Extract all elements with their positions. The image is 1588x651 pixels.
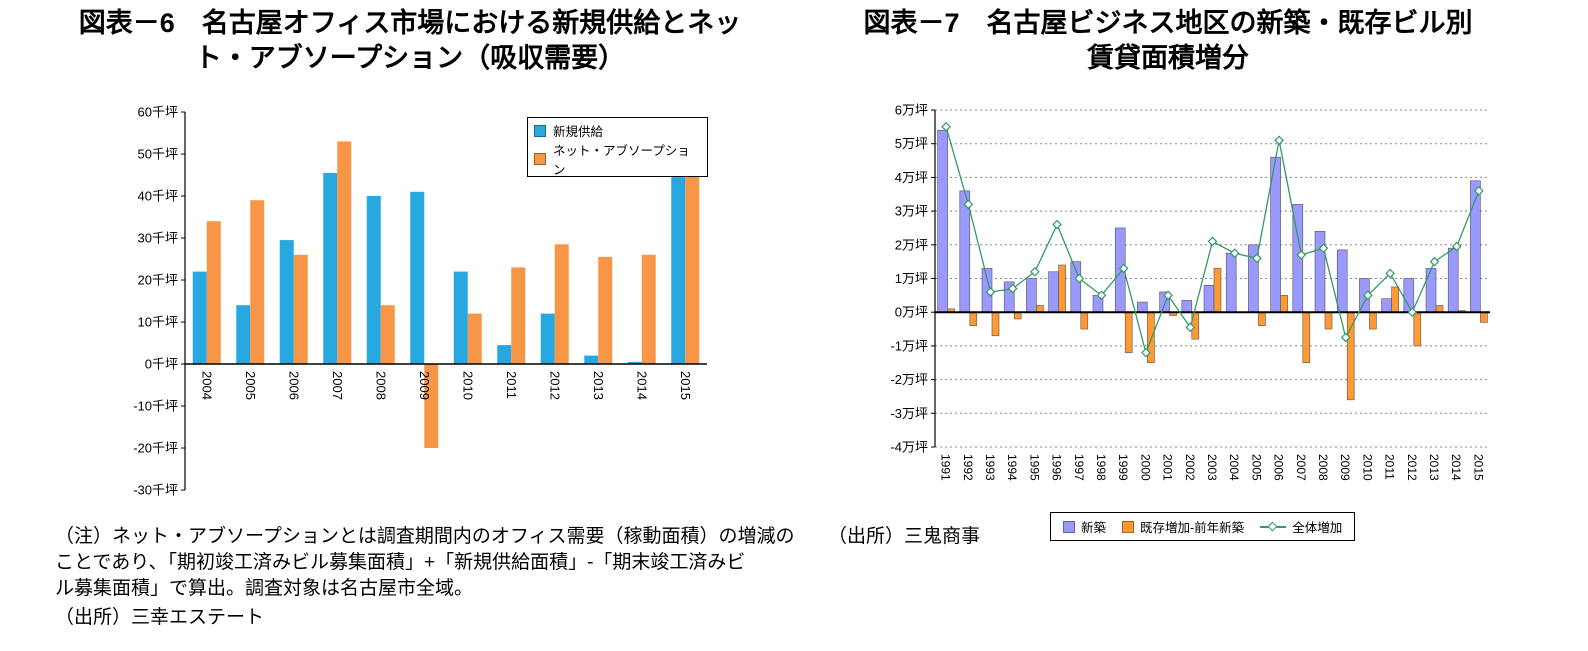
- svg-text:60千坪: 60千坪: [138, 105, 178, 120]
- svg-text:-10千坪: -10千坪: [133, 399, 178, 414]
- shinki-kyokyu-label: 新規供給: [553, 125, 604, 139]
- svg-text:2005: 2005: [243, 371, 258, 400]
- svg-text:2010: 2010: [460, 371, 475, 400]
- figure6-source: （出所）三幸エステート: [55, 607, 265, 628]
- zentai-zoka-label: 全体増加: [1292, 521, 1343, 535]
- legend-item-zentai-zoka: 全体増加: [1260, 517, 1342, 536]
- figure6-note-line1: （注）ネット・アブソープションとは調査期間内のオフィス需要（稼動面積）の増減の: [55, 526, 795, 547]
- figure6-note-line2: ことであり、「期初竣工済みビル募集面積」+「新規供給面積」-「期末竣工済みビ: [55, 552, 746, 573]
- svg-text:2012: 2012: [547, 371, 562, 400]
- figure7-plot: 6万坪 5万坪 4万坪 3万坪 2万坪 1万坪 0万坪 -1万坪 -2万坪 -3万坪 -4万坪 199…: [890, 103, 1490, 481]
- figure7-legend: 新築 既存増加-前年新築 全体増加: [1050, 512, 1356, 541]
- svg-text:-3万坪: -3万坪: [890, 406, 928, 421]
- svg-text:2000: 2000: [1138, 454, 1152, 481]
- svg-text:1万坪: 1万坪: [895, 271, 928, 286]
- svg-text:40千坪: 40千坪: [138, 189, 178, 204]
- svg-text:2009: 2009: [417, 371, 432, 400]
- svg-text:-4万坪: -4万坪: [890, 440, 928, 455]
- svg-text:-30千坪: -30千坪: [133, 483, 178, 498]
- net-absorption-label: ネット・アブソープション: [553, 144, 690, 177]
- svg-text:2007: 2007: [330, 371, 345, 400]
- svg-text:1995: 1995: [1027, 454, 1041, 481]
- figure6-plot: 60千坪 50千坪 40千坪 30千坪 20千坪 10千坪 0千坪 -10千坪 -20千坪 -30…: [133, 105, 707, 498]
- figure7-title: 図表－7 名古屋ビジネス地区の新築・既存ビル別 賃貸面積増分: [828, 6, 1508, 76]
- diamond-marker-icon: [1267, 521, 1278, 531]
- svg-text:1997: 1997: [1072, 454, 1086, 481]
- figure7-title-line1: 図表－7 名古屋ビジネス地区の新築・既存ビル別: [863, 8, 1473, 38]
- svg-text:-20千坪: -20千坪: [133, 441, 178, 456]
- svg-text:2006: 2006: [286, 371, 301, 400]
- svg-text:3万坪: 3万坪: [895, 204, 928, 219]
- svg-text:2014: 2014: [634, 371, 649, 400]
- svg-text:2014: 2014: [1449, 454, 1463, 481]
- legend-item-shinchiku: 新築: [1063, 517, 1106, 536]
- shinchiku-swatch: [1063, 520, 1075, 533]
- svg-text:1998: 1998: [1094, 454, 1108, 481]
- svg-text:2015: 2015: [678, 371, 693, 400]
- svg-text:2002: 2002: [1183, 454, 1197, 481]
- svg-text:2012: 2012: [1405, 454, 1419, 481]
- figure6-title: 図表－6 名古屋オフィス市場における新規供給とネッ ト・アブソープション（吸収需…: [40, 6, 780, 76]
- figure7-source: （出所）三鬼商事: [828, 526, 981, 547]
- svg-text:2010: 2010: [1360, 454, 1374, 481]
- figure7-title-line2: 賃貸面積増分: [1087, 43, 1249, 73]
- svg-text:1999: 1999: [1116, 454, 1130, 481]
- shinki-kyokyu-swatch: [534, 124, 546, 137]
- svg-text:2015: 2015: [1471, 454, 1485, 481]
- svg-text:2011: 2011: [1383, 454, 1397, 480]
- svg-text:2001: 2001: [1161, 454, 1175, 481]
- legend-item-shinki-kyokyu: 新規供給: [534, 121, 701, 140]
- svg-text:-1万坪: -1万坪: [890, 338, 928, 353]
- svg-text:2万坪: 2万坪: [895, 237, 928, 252]
- svg-text:-2万坪: -2万坪: [890, 372, 928, 387]
- line-diamond-marker: [1260, 521, 1287, 532]
- svg-text:2008: 2008: [1316, 454, 1330, 481]
- svg-text:2009: 2009: [1338, 454, 1352, 481]
- svg-text:2008: 2008: [373, 371, 388, 400]
- legend-item-kison-zoka: 既存増加-前年新築: [1122, 517, 1244, 536]
- figure6-note-line3: ル募集面積」で算出。調査対象は名古屋市全域。: [55, 578, 474, 599]
- svg-text:2007: 2007: [1294, 454, 1308, 481]
- figure6-title-line1: 図表－6 名古屋オフィス市場における新規供給とネッ: [78, 8, 742, 38]
- legend-item-net-absorption: ネット・アブソープション: [534, 140, 701, 178]
- figure6-legend: 新規供給 ネット・アブソープション: [527, 117, 708, 177]
- svg-text:2011: 2011: [504, 371, 519, 399]
- svg-text:20千坪: 20千坪: [138, 273, 178, 288]
- svg-text:1993: 1993: [983, 454, 997, 481]
- figure6-title-line2: ト・アブソープション（吸収需要）: [194, 43, 626, 73]
- svg-text:2013: 2013: [1427, 454, 1441, 481]
- kison-zoka-label: 既存増加-前年新築: [1140, 521, 1245, 535]
- svg-text:0万坪: 0万坪: [895, 305, 928, 320]
- svg-text:2013: 2013: [591, 371, 606, 400]
- svg-text:1994: 1994: [1005, 454, 1019, 481]
- svg-text:2004: 2004: [1227, 454, 1241, 481]
- svg-text:4万坪: 4万坪: [895, 170, 928, 185]
- svg-text:2006: 2006: [1272, 454, 1286, 481]
- svg-text:2003: 2003: [1205, 454, 1219, 481]
- svg-text:0千坪: 0千坪: [145, 357, 178, 372]
- svg-text:1991: 1991: [939, 454, 953, 481]
- svg-text:50千坪: 50千坪: [138, 147, 178, 162]
- kison-zoka-swatch: [1122, 520, 1135, 533]
- figure6-note: （注）ネット・アブソープションとは調査期間内のオフィス需要（稼動面積）の増減の …: [55, 524, 800, 602]
- svg-text:2004: 2004: [199, 371, 214, 400]
- svg-text:1992: 1992: [961, 454, 975, 481]
- net-absorption-swatch: [534, 153, 546, 165]
- svg-text:2005: 2005: [1249, 454, 1263, 481]
- svg-text:6万坪: 6万坪: [895, 103, 928, 118]
- svg-text:5万坪: 5万坪: [895, 136, 928, 151]
- svg-text:1996: 1996: [1050, 454, 1064, 481]
- shinchiku-label: 新築: [1081, 521, 1107, 535]
- svg-text:10千坪: 10千坪: [138, 315, 178, 330]
- svg-text:30千坪: 30千坪: [138, 231, 178, 246]
